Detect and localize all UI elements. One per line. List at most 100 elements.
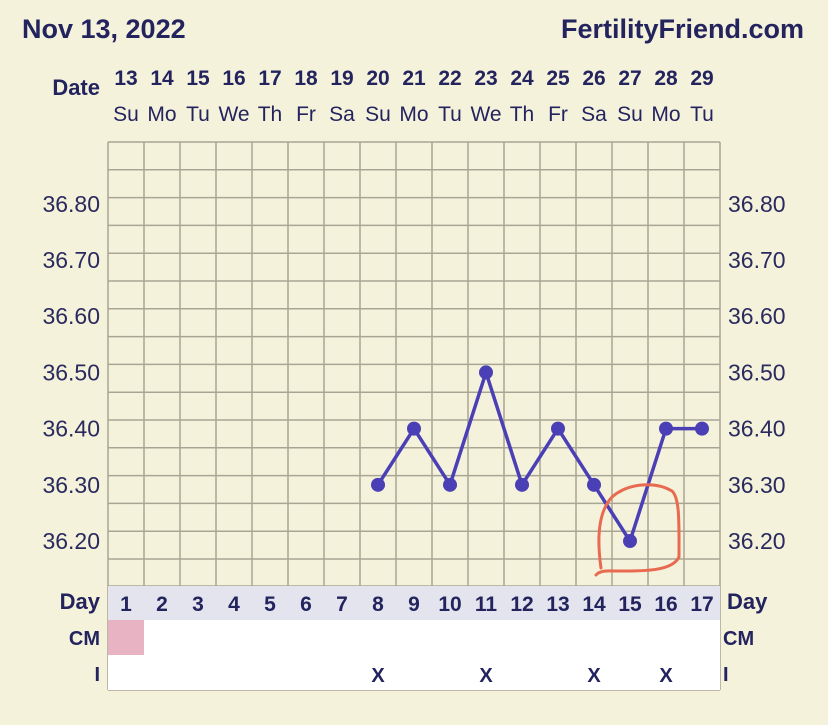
date-tick-label: 27: [618, 67, 641, 90]
intercourse-mark: X: [587, 665, 601, 687]
date-tick-label: 23: [474, 67, 497, 90]
cm-cell: [576, 620, 612, 655]
cycle-day-cell: [180, 586, 216, 620]
cycle-day-cell: [684, 586, 720, 620]
cm-cell: [468, 620, 504, 655]
cm-cell: [432, 620, 468, 655]
cm-cell: [108, 620, 144, 655]
cycle-day-label: 9: [408, 593, 420, 616]
cycle-day-cell: [468, 586, 504, 620]
cm-cell: [252, 620, 288, 655]
cm-cell: [324, 620, 360, 655]
temperature-point: [695, 421, 709, 436]
date-row-label: Date: [52, 75, 100, 100]
weekday-label: We: [470, 103, 501, 126]
date-tick-label: 25: [546, 67, 570, 90]
weekday-label: Mo: [399, 103, 428, 126]
y-tick-label-left: 36.30: [42, 472, 100, 498]
date-tick-label: 18: [294, 67, 318, 90]
cycle-day-cell: [216, 586, 252, 620]
intercourse-cell: [648, 655, 684, 690]
temperature-point: [407, 421, 421, 436]
weekday-label: Su: [113, 103, 139, 126]
temperature-point: [515, 477, 529, 492]
date-tick-label: 14: [150, 67, 174, 90]
y-tick-label-left: 36.20: [42, 528, 100, 554]
cm-cell: [648, 620, 684, 655]
cycle-day-cell: [324, 586, 360, 620]
weekday-label: Mo: [147, 103, 176, 126]
date-tick-label: 19: [330, 67, 353, 90]
weekday-label: Th: [510, 103, 535, 126]
cycle-day-label: 6: [300, 593, 312, 616]
cycle-day-cell: [396, 586, 432, 620]
day-row-label-left: Day: [60, 589, 101, 614]
intercourse-mark: X: [371, 665, 385, 687]
weekday-label: Fr: [296, 103, 316, 126]
cycle-day-cell: [504, 586, 540, 620]
cycle-day-cell: [432, 586, 468, 620]
intercourse-cell: [396, 655, 432, 690]
cycle-day-cell: [288, 586, 324, 620]
cm-cell: [612, 620, 648, 655]
y-tick-label-left: 36.50: [42, 359, 100, 385]
y-tick-label-left: 36.40: [42, 416, 100, 442]
cycle-day-label: 1: [120, 593, 132, 616]
y-tick-label-right: 36.50: [728, 359, 786, 385]
cycle-day-cell: [252, 586, 288, 620]
intercourse-cell: [468, 655, 504, 690]
cycle-day-cell: [144, 586, 180, 620]
intercourse-cell: [360, 655, 396, 690]
cycle-day-cell: [612, 586, 648, 620]
temperature-point: [371, 477, 385, 492]
cm-cell: [288, 620, 324, 655]
i-row-label-right: I: [723, 664, 729, 686]
cycle-day-label: 14: [582, 593, 606, 616]
cycle-day-label: 13: [546, 593, 569, 616]
weekday-label: Mo: [651, 103, 680, 126]
cycle-day-label: 2: [156, 593, 168, 616]
temperature-point: [479, 365, 493, 380]
intercourse-cell: [216, 655, 252, 690]
temperature-point: [443, 477, 457, 492]
cm-cell: [180, 620, 216, 655]
temperature-point: [587, 477, 601, 492]
cycle-day-label: 17: [690, 593, 713, 616]
weekday-label: Th: [258, 103, 283, 126]
y-tick-label-left: 36.70: [42, 247, 100, 273]
y-tick-label-right: 36.80: [728, 191, 786, 217]
cm-cell: [216, 620, 252, 655]
cycle-day-cell: [576, 586, 612, 620]
intercourse-mark: X: [659, 665, 673, 687]
cycle-day-label: 10: [438, 593, 461, 616]
temperature-point: [623, 534, 637, 549]
date-tick-label: 15: [186, 67, 210, 90]
intercourse-cell: [324, 655, 360, 690]
weekday-label: We: [218, 103, 249, 126]
intercourse-cell: [540, 655, 576, 690]
annotation-circle: [594, 483, 681, 577]
cycle-day-label: 5: [264, 593, 276, 616]
intercourse-cell: [180, 655, 216, 690]
date-tick-label: 13: [114, 67, 137, 90]
cycle-day-cell: [108, 586, 144, 620]
date-tick-label: 20: [366, 67, 389, 90]
weekday-label: Sa: [581, 103, 607, 126]
intercourse-cell: [288, 655, 324, 690]
day-row-label-right: Day: [727, 589, 768, 614]
cycle-day-label: 15: [618, 593, 642, 616]
intercourse-cell: [612, 655, 648, 690]
i-row-label-left: I: [94, 664, 100, 686]
cycle-day-cell: [540, 586, 576, 620]
cm-cell: [504, 620, 540, 655]
date-tick-label: 16: [222, 67, 245, 90]
cycle-day-label: 12: [510, 593, 533, 616]
cycle-day-cell: [360, 586, 396, 620]
intercourse-mark: X: [479, 665, 493, 687]
site-name: FertilityFriend.com: [560, 14, 804, 44]
cm-cell: [396, 620, 432, 655]
weekday-label: Tu: [438, 103, 462, 126]
date-tick-label: 17: [258, 67, 281, 90]
date-tick-label: 24: [510, 67, 534, 90]
